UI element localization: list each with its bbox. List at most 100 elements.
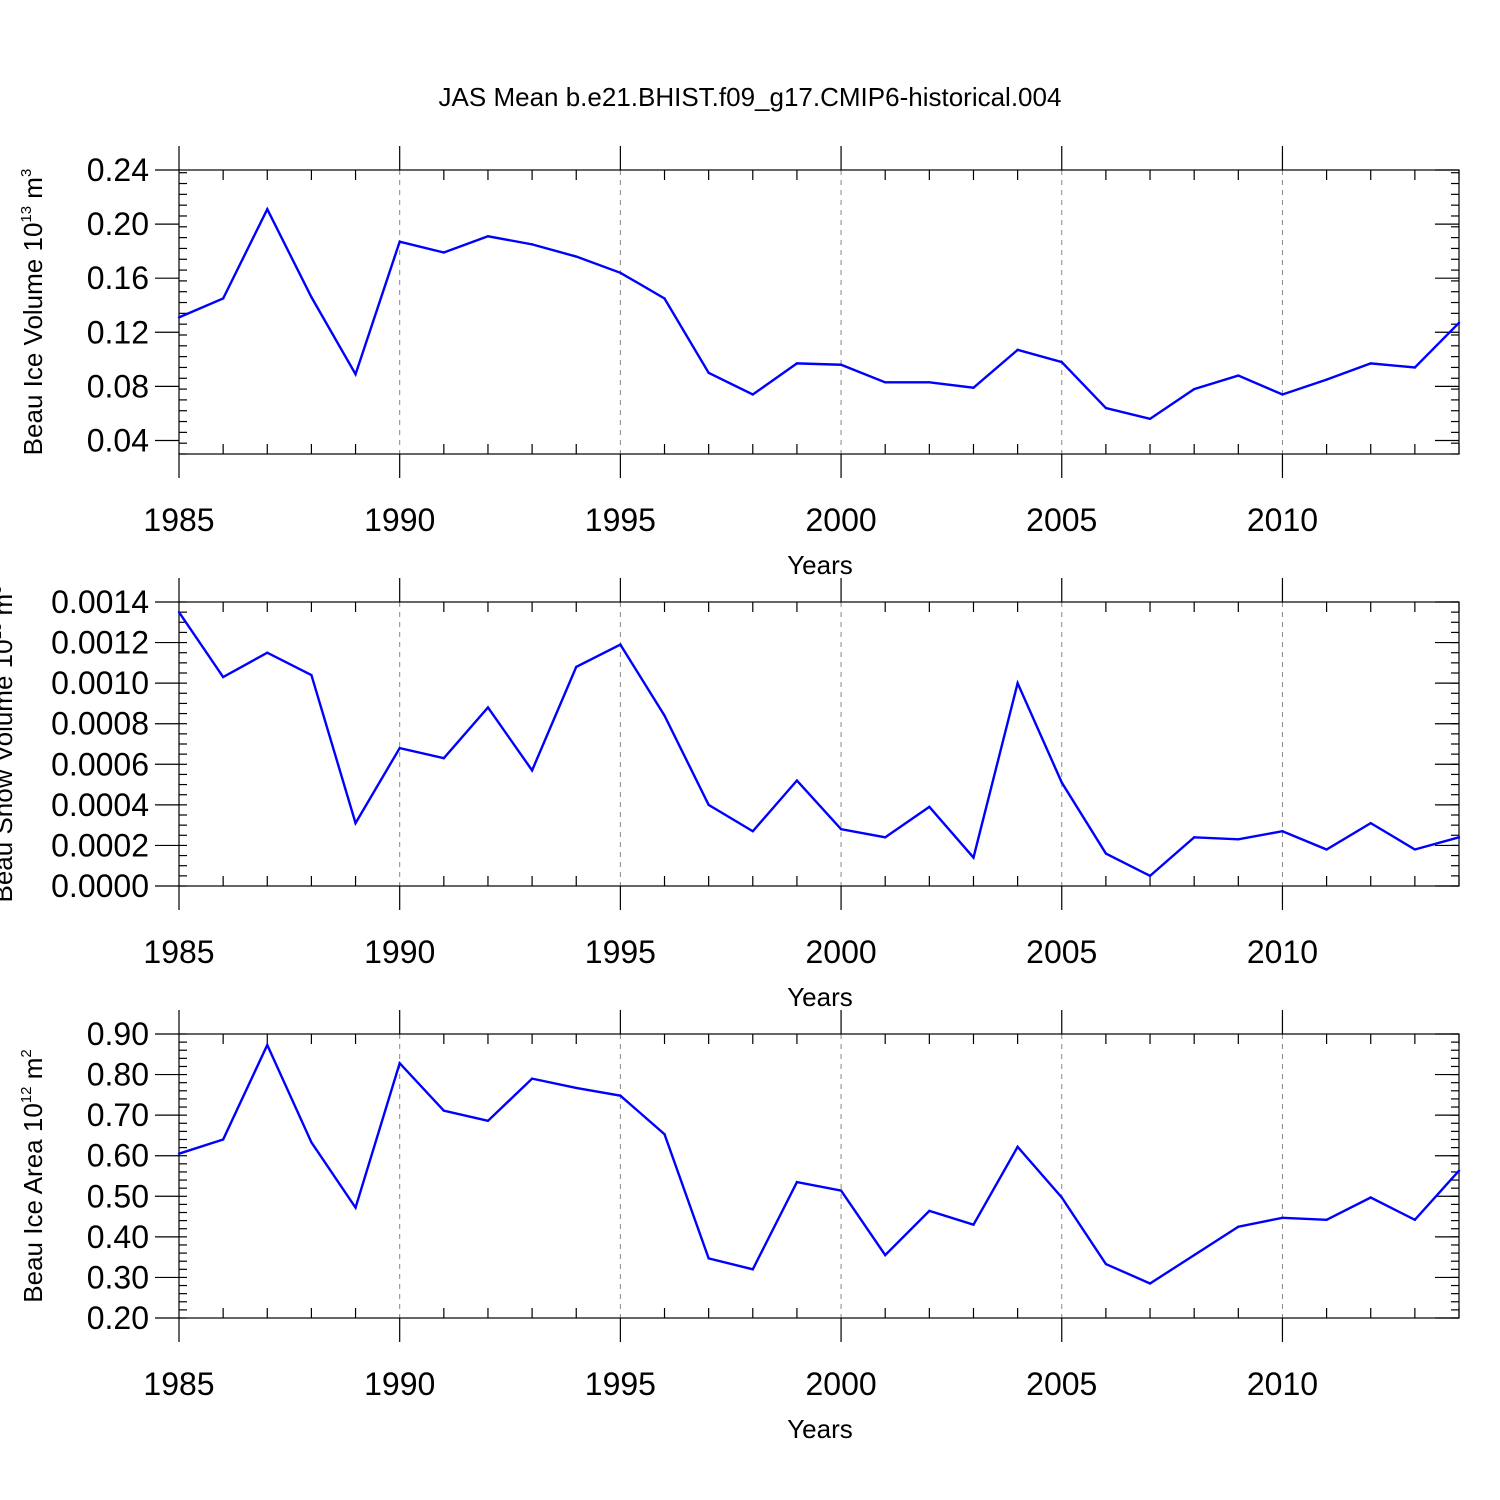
x-tick-label: 2005 <box>1026 502 1097 538</box>
data-point <box>1104 406 1108 410</box>
data-point <box>1060 1196 1063 1199</box>
x-tick-label: 2010 <box>1247 1366 1318 1402</box>
data-point <box>398 1062 401 1065</box>
data-point <box>795 779 799 782</box>
data-point <box>1325 1218 1328 1222</box>
data-point <box>1148 874 1152 878</box>
data-point <box>266 208 269 211</box>
data-point <box>1104 1262 1108 1266</box>
x-tick-label: 2000 <box>805 1366 876 1402</box>
data-point <box>1192 1253 1196 1257</box>
y-tick-label: 0.70 <box>87 1097 149 1133</box>
data-point <box>575 1086 578 1090</box>
y-tick-label: 0.0000 <box>51 868 149 904</box>
data-point <box>1016 1145 1019 1148</box>
data-point <box>221 297 225 300</box>
x-tick-label: 1995 <box>585 502 656 538</box>
data-point <box>619 643 622 646</box>
x-tick-label: 1990 <box>364 502 435 538</box>
y-tick-label: 0.50 <box>87 1178 149 1214</box>
data-point <box>663 714 666 717</box>
y-tick-label: 0.08 <box>87 368 149 404</box>
data-point <box>1369 362 1372 365</box>
data-point <box>530 243 534 246</box>
y-axis-label: Beau Ice Volume 1013 m3 <box>18 169 48 456</box>
data-point <box>1369 1196 1372 1199</box>
data-point <box>310 295 313 299</box>
data-point <box>1237 1225 1240 1228</box>
x-axis-label: Years <box>787 982 853 1012</box>
data-point <box>1457 321 1461 325</box>
data-point <box>928 1209 931 1213</box>
data-point <box>884 836 887 839</box>
data-point <box>442 1109 446 1112</box>
data-point <box>972 386 975 389</box>
chart-panel-3: 0.20 0.30 0.40 0.50 0.60 0.70 0.80 0.90 1985 1990… <box>18 1010 1461 1444</box>
data-point <box>1457 1169 1461 1172</box>
data-point <box>1325 378 1328 381</box>
data-point <box>266 1043 269 1047</box>
data-point <box>884 381 887 384</box>
y-tick-label: 0.30 <box>87 1259 149 1295</box>
data-point <box>928 381 931 384</box>
plot-frame <box>178 1033 1460 1319</box>
y-tick-label: 0.0010 <box>51 665 149 701</box>
data-point <box>310 1141 313 1144</box>
data-point <box>575 255 578 258</box>
data-point <box>398 746 401 750</box>
data-point <box>1016 348 1019 352</box>
data-point <box>1148 417 1152 421</box>
data-point <box>751 1268 754 1271</box>
data-point <box>1281 1216 1284 1219</box>
data-point <box>442 251 446 254</box>
data-point <box>1413 1218 1417 1222</box>
chart-panel-2: 0.0000 0.0002 0.0004 0.0006 0.0008 0.0010 0.00… <box>0 578 1461 1012</box>
series-line <box>178 611 1460 878</box>
data-point <box>177 316 181 319</box>
data-point <box>1457 836 1461 839</box>
data-point <box>177 1152 181 1155</box>
data-point <box>972 856 975 859</box>
x-axis-label: Years <box>787 1414 853 1444</box>
data-point <box>839 1189 843 1192</box>
data-point <box>1369 821 1372 825</box>
data-point <box>221 675 225 679</box>
y-tick-label: 0.0006 <box>51 746 149 782</box>
y-tick-label: 0.80 <box>87 1057 149 1093</box>
y-axis-label: Beau Snow Volume 1013 m3 <box>0 586 18 903</box>
data-point <box>619 271 622 274</box>
data-point <box>1104 852 1108 855</box>
data-point <box>1192 387 1196 391</box>
data-point <box>707 1257 710 1260</box>
y-tick-label: 0.0008 <box>51 706 149 742</box>
y-tick-label: 0.0012 <box>51 625 149 661</box>
y-tick-label: 0.40 <box>87 1219 149 1255</box>
data-point <box>1237 838 1240 841</box>
data-point <box>530 1077 534 1080</box>
y-tick-label: 0.60 <box>87 1138 149 1174</box>
data-point <box>1237 374 1240 377</box>
data-point <box>486 706 490 709</box>
data-point <box>1016 681 1019 685</box>
x-tick-label: 2000 <box>805 934 876 970</box>
y-tick-label: 0.04 <box>87 422 149 458</box>
data-point <box>1060 781 1063 784</box>
data-point <box>486 1119 490 1123</box>
data-point <box>619 1094 622 1097</box>
series-line <box>178 206 1460 421</box>
chart-panel-1: 0.04 0.08 0.12 0.16 0.20 0.24 1985 1990 1995 2000… <box>18 146 1461 580</box>
data-point <box>354 1206 357 1209</box>
data-point <box>663 297 666 300</box>
y-tick-label: 0.24 <box>87 152 149 188</box>
data-point <box>1413 366 1417 369</box>
y-tick-label: 0.12 <box>87 314 149 350</box>
data-point <box>751 393 754 396</box>
data-point <box>795 1180 799 1184</box>
x-tick-label: 1995 <box>585 1366 656 1402</box>
y-axis-label: Beau Ice Area 1012 m2 <box>18 1049 48 1302</box>
x-tick-label: 2010 <box>1247 502 1318 538</box>
data-point <box>884 1253 887 1257</box>
data-point <box>575 665 578 669</box>
data-point <box>221 1138 225 1141</box>
data-point <box>751 830 754 833</box>
